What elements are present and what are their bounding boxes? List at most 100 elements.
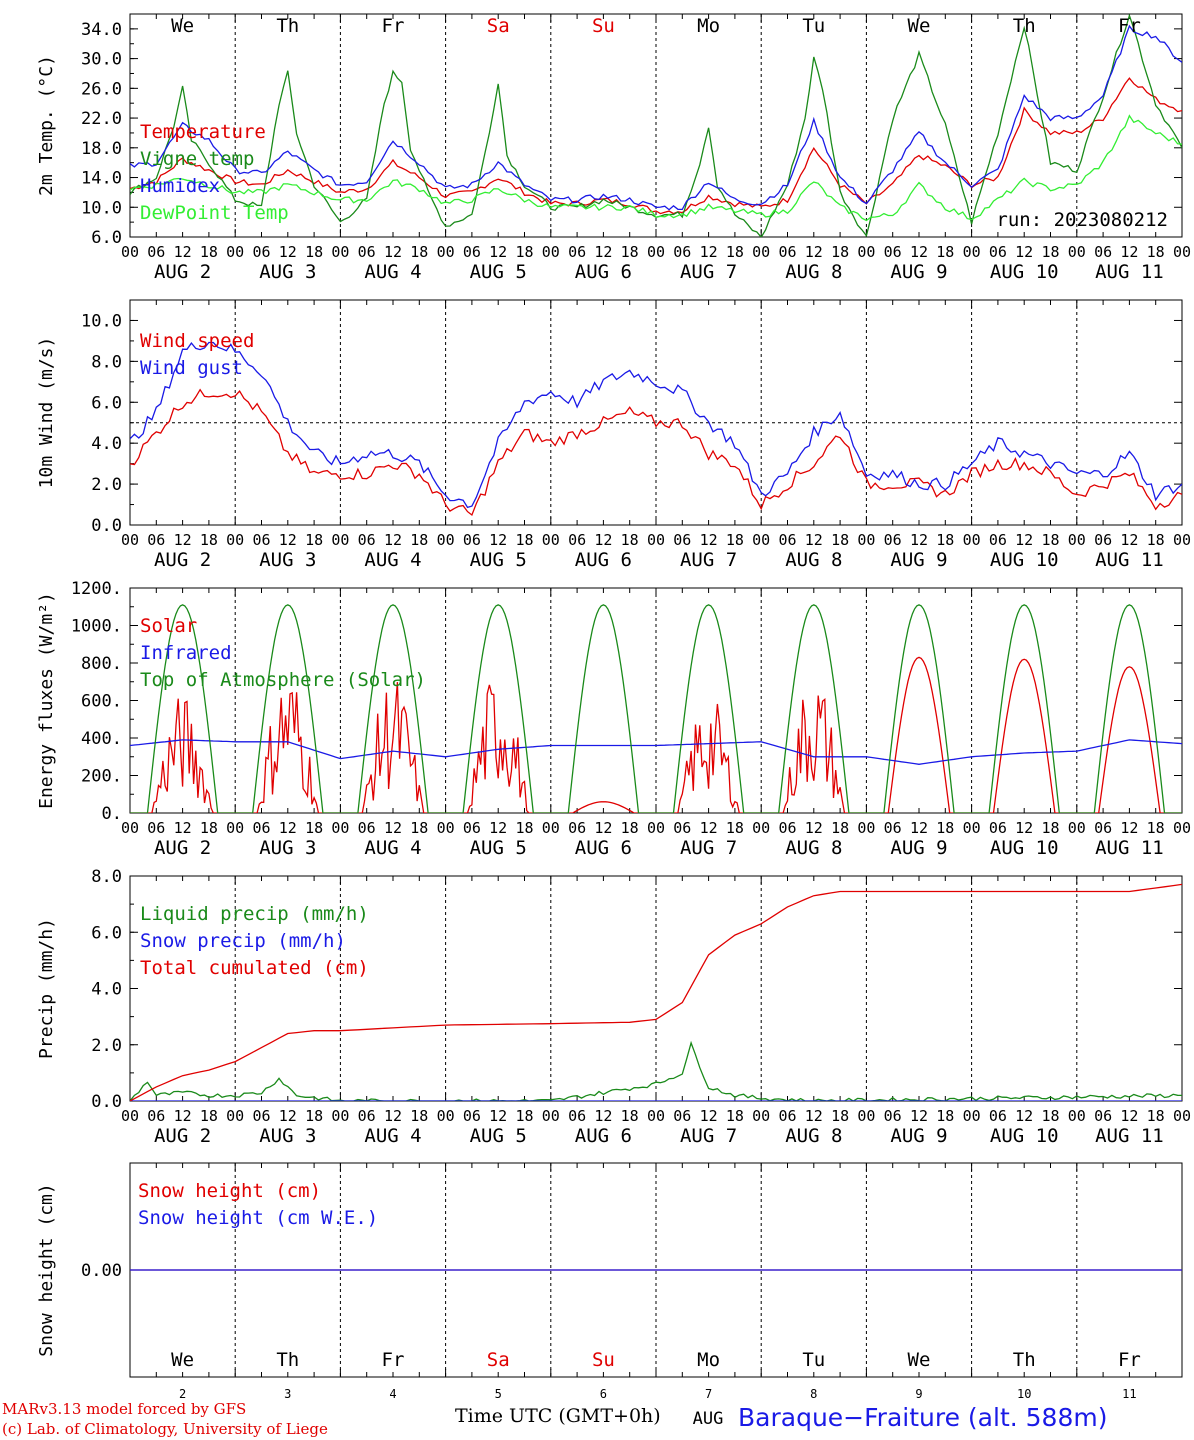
hour-tick-label: 18 [936,819,954,837]
hour-tick-label: 00 [226,531,244,549]
day-label: AUG 8 [785,1125,842,1147]
series-group [130,341,1182,517]
hour-tick-label: 00 [121,1107,139,1125]
hour-tick-label: 12 [700,243,718,261]
day-label: AUG 5 [470,837,527,859]
hour-tick-label: 12 [489,819,507,837]
day-number-label: 6 [600,1387,607,1401]
legend-entry: Snow height (cm W.E.) [138,1207,378,1229]
y-tick-label: 26.0 [81,79,122,99]
y-tick-label: 600. [81,692,122,712]
weekday-label: Th [1013,1349,1036,1371]
hour-tick-label: 00 [963,243,981,261]
legend-entry: DewPoint Temp [140,202,289,224]
hour-tick-label: 06 [463,531,481,549]
legend-entry: Liquid precip (mm/h) [140,903,369,925]
y-axis-title: 10m Wind (m/s) [36,337,57,489]
day-label: AUG 7 [680,1125,737,1147]
legend-entry: Vigne temp [140,148,254,170]
hour-tick-label: 18 [621,243,639,261]
hour-tick-label: 12 [384,243,402,261]
day-label: AUG 10 [990,837,1059,859]
legend-entry: Humidex [140,175,220,197]
hour-tick-label: 12 [1015,1107,1033,1125]
hour-tick-label: 18 [200,1107,218,1125]
day-number-label: 3 [284,1387,291,1401]
hour-tick-label: 00 [542,243,560,261]
day-label: AUG 2 [154,1125,211,1147]
hour-tick-label: 12 [489,531,507,549]
y-tick-label: 4.0 [91,434,122,454]
hour-tick-label: 18 [726,531,744,549]
hour-tick-label: 12 [1120,1107,1138,1125]
hour-tick-label: 00 [226,1107,244,1125]
legend-entry: Snow height (cm) [138,1180,321,1202]
hour-tick-label: 06 [673,243,691,261]
hour-tick-label: 18 [936,243,954,261]
hour-tick-label: 00 [1068,531,1086,549]
day-label: AUG 7 [680,549,737,571]
hour-tick-label: 06 [1094,243,1112,261]
y-tick-label: 34.0 [81,20,122,40]
hour-tick-label: 06 [1094,531,1112,549]
hour-tick-label: 12 [279,1107,297,1125]
hour-tick-label: 18 [726,1107,744,1125]
hour-tick-label: 00 [331,819,349,837]
panel-3: 0. 200. 400. 600. 800. 1000. 1200. Energy fluxe… [36,579,1191,859]
y-tick-label: 2.0 [91,1036,122,1056]
y-tick-label: 14.0 [81,169,122,189]
hour-tick-label: 00 [542,1107,560,1125]
weekday-label: Tu [802,1349,825,1371]
weekday-label: Sa [487,1349,510,1371]
hour-tick-label: 18 [621,1107,639,1125]
hour-tick-label: 00 [857,819,875,837]
day-label: AUG 6 [575,261,632,283]
y-tick-label: 0.00 [81,1261,122,1281]
hour-tick-label: 18 [200,819,218,837]
hour-tick-label: 06 [989,1107,1007,1125]
hour-tick-label: 12 [805,531,823,549]
hour-tick-label: 06 [358,819,376,837]
day-label: AUG 5 [470,1125,527,1147]
hour-tick-label: 00 [437,531,455,549]
y-tick-label: 6.0 [91,923,122,943]
day-label: AUG 9 [890,261,947,283]
hour-tick-label: 06 [147,819,165,837]
y-axis-title: 2m Temp. (°C) [36,55,57,196]
day-label: AUG 10 [990,1125,1059,1147]
weekday-label: We [171,1349,194,1371]
hour-tick-label: 00 [542,819,560,837]
weekday-label: We [908,1349,931,1371]
y-tick-label: 10.0 [81,198,122,218]
hour-tick-label: 00 [1068,1107,1086,1125]
weekday-label: Tu [802,15,825,37]
hour-tick-label: 00 [1068,819,1086,837]
hour-tick-label: 00 [963,531,981,549]
weekday-label: We [908,15,931,37]
hour-tick-label: 12 [489,243,507,261]
weekday-label: Th [1013,15,1036,37]
day-number-label: 11 [1122,1387,1136,1401]
weekday-label: Fr [1118,1349,1141,1371]
hour-tick-label: 00 [121,819,139,837]
hour-tick-label: 06 [884,243,902,261]
series-group [130,604,1182,813]
hour-tick-label: 12 [279,531,297,549]
legend-entry: Infrared [140,642,232,664]
hour-tick-label: 12 [910,243,928,261]
series-line [130,883,1182,1101]
hour-tick-label: 12 [174,1107,192,1125]
day-number-label: 10 [1017,1387,1031,1401]
hour-tick-label: 06 [463,819,481,837]
hour-tick-label: 12 [1015,531,1033,549]
series-line [130,388,1182,517]
weekday-label: Mo [697,1349,720,1371]
hour-tick-label: 06 [568,243,586,261]
weekday-label: Su [592,1349,615,1371]
hour-tick-label: 06 [884,531,902,549]
run-label: run: 2023080212 [996,209,1168,231]
series-group [130,883,1182,1101]
day-label: AUG 3 [259,1125,316,1147]
hour-tick-label: 00 [647,1107,665,1125]
